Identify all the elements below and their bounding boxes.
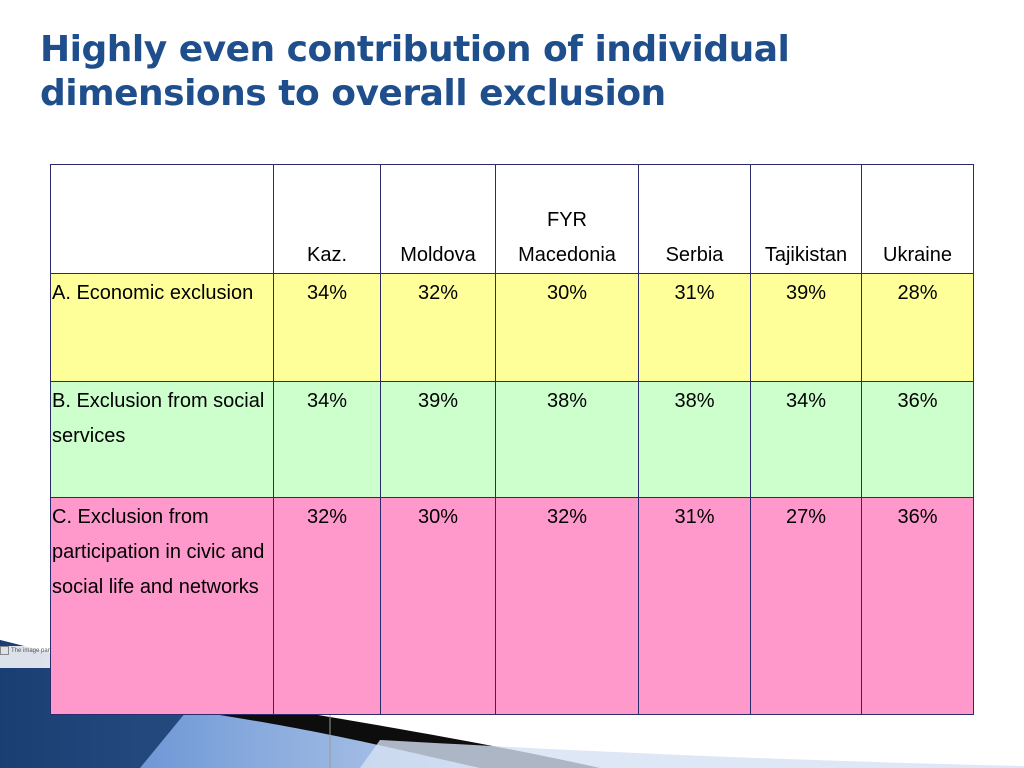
header-kaz: Kaz. [273, 164, 381, 274]
cell-value: 36% [861, 496, 974, 716]
broken-image-placeholder: The image part [0, 646, 52, 668]
header-moldova: Moldova [380, 164, 496, 274]
cell-value: 30% [495, 272, 639, 383]
cell-value: 38% [495, 381, 639, 498]
slide-title-line-2: dimensions to overall exclusion [40, 73, 666, 114]
broken-image-text: The image part [11, 648, 52, 655]
header-serbia: Serbia [638, 164, 751, 274]
header-tajikistan: Tajikistan [750, 164, 862, 274]
row-label-economic: A. Economic exclusion [50, 272, 274, 383]
table-row: A. Economic exclusion 34% 32% 30% 31% 39… [50, 272, 974, 383]
header-empty [50, 164, 274, 274]
header-fyr-line-1: FYR [547, 209, 587, 231]
cell-value: 34% [750, 381, 862, 498]
broken-image-icon [0, 646, 9, 655]
row-label-civic-participation: C. Exclusion from participation in civic… [50, 496, 274, 716]
cell-value: 31% [638, 496, 751, 716]
header-fyr-macedonia: FYR Macedonia [495, 164, 639, 274]
cell-value: 30% [380, 496, 496, 716]
table-header-row: Kaz. Moldova FYR Macedonia Serbia Tajiki… [50, 164, 974, 274]
cell-value: 32% [273, 496, 381, 716]
header-fyr-line-2: Macedonia [518, 244, 616, 266]
cell-value: 32% [495, 496, 639, 716]
slide-title-line-1: Highly even contribution of individual [40, 29, 790, 70]
cell-value: 34% [273, 381, 381, 498]
exclusion-table: Kaz. Moldova FYR Macedonia Serbia Tajiki… [50, 164, 974, 716]
header-ukraine: Ukraine [861, 164, 974, 274]
cell-value: 34% [273, 272, 381, 383]
cell-value: 27% [750, 496, 862, 716]
table-row: B. Exclusion from social services 34% 39… [50, 381, 974, 498]
table-row: C. Exclusion from participation in civic… [50, 496, 974, 716]
cell-value: 38% [638, 381, 751, 498]
row-label-social-services: B. Exclusion from social services [50, 381, 274, 498]
cell-value: 39% [750, 272, 862, 383]
cell-value: 32% [380, 272, 496, 383]
slide-title: Highly even contribution of individual d… [40, 28, 980, 116]
cell-value: 28% [861, 272, 974, 383]
cell-value: 31% [638, 272, 751, 383]
cell-value: 39% [380, 381, 496, 498]
cell-value: 36% [861, 381, 974, 498]
